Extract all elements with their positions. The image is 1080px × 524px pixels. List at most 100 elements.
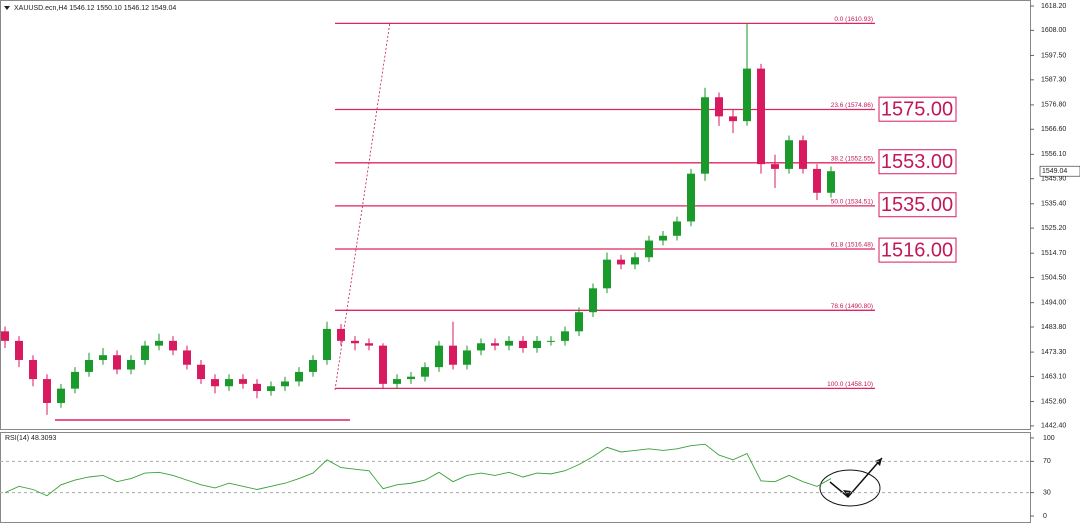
candle-body [239, 379, 247, 384]
rsi-line [4, 443, 832, 497]
candle-body [701, 97, 709, 174]
fib-label: 50.0 (1534.51) [831, 199, 873, 206]
y-tick-label: 1597.50 [1041, 52, 1066, 59]
candle-body [197, 364, 205, 380]
candle-body [757, 68, 765, 165]
candle-body [449, 345, 457, 365]
candle-body [323, 328, 331, 360]
candle-body [421, 367, 429, 377]
price-box [878, 237, 957, 263]
candle-body [99, 355, 107, 360]
candle-body [281, 381, 289, 387]
candle-body [435, 345, 443, 368]
candle-body [645, 240, 653, 258]
candle-body [141, 345, 149, 360]
rsi-title: RSI(14) 48.3093 [5, 435, 56, 442]
y-tick-label: 1566.60 [1041, 126, 1066, 133]
candle-body [253, 383, 261, 392]
price-box-label: 1516.00 [881, 239, 953, 261]
rsi-tick-label: 0 [1043, 513, 1047, 520]
y-tick-label: 1618.20 [1041, 3, 1066, 10]
candle-body [43, 379, 51, 403]
price-box [878, 96, 957, 122]
candle-body [673, 221, 681, 236]
candle-body [687, 173, 695, 222]
candle-body [169, 340, 177, 351]
candle-body [211, 379, 219, 387]
candle-body [785, 140, 793, 169]
candle-body [729, 116, 737, 122]
y-tick-label: 1535.40 [1041, 201, 1066, 208]
price-box-label: 1553.00 [881, 151, 953, 173]
candle-body [589, 288, 597, 313]
candle-body [505, 340, 513, 346]
candle-body [379, 345, 387, 384]
rsi-tick-label: 100 [1043, 435, 1055, 442]
fib-label: 100.0 (1458.10) [827, 381, 873, 388]
menu-icon [4, 6, 10, 10]
candle-body [407, 376, 415, 380]
candle-body [29, 359, 37, 380]
candle-body [365, 343, 373, 346]
y-tick-label: 1473.30 [1041, 349, 1066, 356]
candle-body [771, 164, 779, 169]
candle-body [393, 379, 401, 384]
fib-label: 0.0 (1610.93) [834, 16, 873, 23]
candle-body [113, 355, 121, 370]
price-box [878, 192, 957, 218]
candle-body [127, 359, 135, 370]
chart-title: XAUUSD.ecn,H4 1546.12 1550.10 1546.12 15… [14, 5, 176, 12]
candle-body [477, 343, 485, 351]
candle-body [813, 168, 821, 193]
candle-body [463, 350, 471, 365]
candle-body [715, 97, 723, 117]
price-box-label: 1535.00 [881, 194, 953, 216]
price-box [878, 149, 957, 175]
candle-body [295, 371, 303, 382]
last-price-box [1039, 165, 1080, 177]
y-tick-label: 1608.00 [1041, 27, 1066, 34]
fib-label: 78.6 (1490.80) [831, 303, 873, 310]
candle-body [225, 379, 233, 387]
candle-body [309, 359, 317, 372]
fib-label: 23.6 (1574.86) [831, 102, 873, 109]
candle-body [57, 388, 65, 403]
candle-body [491, 343, 499, 346]
rsi-tick-label: 30 [1043, 489, 1051, 496]
candle-body [519, 340, 527, 349]
y-tick-label: 1525.20 [1041, 225, 1066, 232]
rsi-tick-label: 70 [1043, 458, 1051, 465]
y-tick-label: 1545.90 [1041, 176, 1066, 183]
y-tick-label: 1494.00 [1041, 299, 1066, 306]
y-tick-label: 1576.80 [1041, 102, 1066, 109]
candle-body [617, 259, 625, 265]
candle-body [827, 171, 835, 193]
candle-body [183, 350, 191, 365]
candle-body [155, 340, 163, 346]
candle-body [575, 312, 583, 332]
candle-body [351, 340, 359, 344]
y-tick-label: 1452.60 [1041, 398, 1066, 405]
y-tick-label: 1483.80 [1041, 324, 1066, 331]
highlight-ellipse [819, 469, 881, 507]
price-panel [0, 0, 1031, 430]
y-tick-label: 1556.10 [1041, 151, 1066, 158]
y-tick-label: 1504.50 [1041, 274, 1066, 281]
candle-body [337, 328, 345, 341]
fib-label: 38.2 (1552.55) [831, 156, 873, 163]
candle-body [547, 340, 555, 342]
candle-body [743, 68, 751, 122]
y-tick-label: 1463.10 [1041, 373, 1066, 380]
candle-body [659, 235, 667, 241]
price-box-label: 1575.00 [881, 98, 953, 120]
candle-body [799, 140, 807, 169]
candle-body [533, 340, 541, 349]
y-tick-label: 1587.30 [1041, 77, 1066, 84]
candle-body [15, 340, 23, 360]
rsi-panel [0, 432, 1031, 523]
candle-body [561, 331, 569, 341]
candle-body [1, 331, 9, 341]
y-tick-label: 1442.40 [1041, 423, 1066, 430]
candle-body [603, 259, 611, 289]
